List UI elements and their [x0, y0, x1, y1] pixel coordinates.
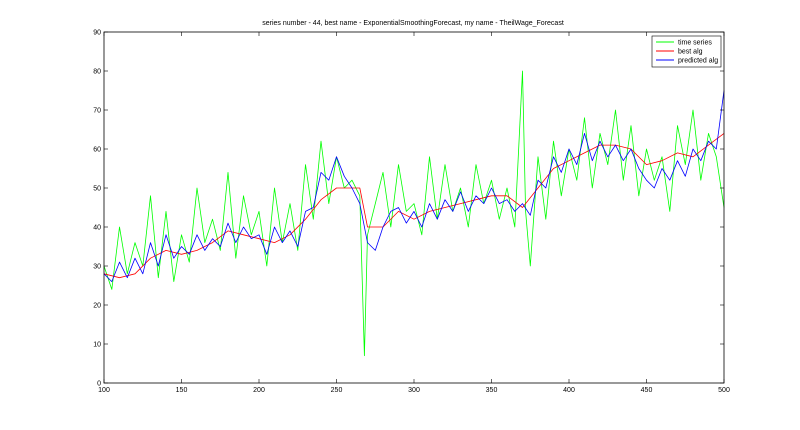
- y-tick-label: 80: [93, 69, 101, 76]
- y-axis: 0 10 20 30 40 50 60 70 80 90: [93, 30, 724, 388]
- y-tick-label: 70: [93, 108, 101, 115]
- y-tick-label: 60: [93, 147, 101, 154]
- y-tick-label: 30: [93, 264, 101, 271]
- legend: time series best alg predicted alg: [651, 35, 722, 68]
- y-tick-label: 10: [93, 342, 101, 349]
- legend-label-0: time series: [678, 40, 712, 47]
- chart-title: series number - 44, best name - Exponent…: [262, 20, 564, 27]
- x-tick-label: 500: [718, 387, 730, 394]
- x-tick-label: 350: [486, 387, 498, 394]
- y-tick-label: 20: [93, 303, 101, 310]
- x-tick-label: 300: [408, 387, 420, 394]
- y-tick-label: 90: [93, 30, 101, 37]
- series-line-0: [103, 70, 725, 357]
- y-tick-label: 40: [93, 225, 101, 232]
- legend-label-2: predicted alg: [678, 58, 718, 65]
- x-axis: 100 150 200 250 300 350 400 450 500: [98, 32, 730, 394]
- legend-label-1: best alg: [678, 49, 703, 56]
- x-tick-label: 400: [563, 387, 575, 394]
- x-tick-label: 200: [253, 387, 265, 394]
- x-tick-label: 250: [331, 387, 343, 394]
- series-layer: [103, 70, 725, 357]
- y-tick-label: 0: [97, 381, 101, 388]
- x-tick-label: 100: [98, 387, 110, 394]
- y-tick-label: 50: [93, 186, 101, 193]
- x-tick-label: 450: [641, 387, 653, 394]
- series-line-2: [103, 90, 725, 283]
- x-tick-label: 150: [176, 387, 188, 394]
- plot-area: [103, 31, 725, 384]
- series-line-1: [103, 133, 725, 279]
